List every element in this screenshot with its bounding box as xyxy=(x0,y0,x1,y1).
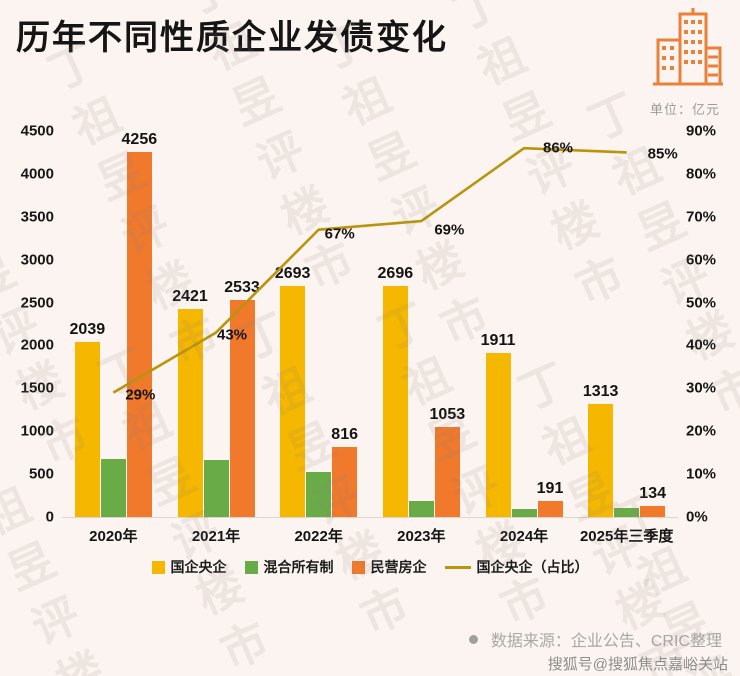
bar-value-label: 1053 xyxy=(429,405,466,423)
bar-private xyxy=(332,447,358,517)
bar-mixed xyxy=(408,500,434,517)
sohu-watermark: 搜狐号@搜狐焦点嘉峪关站 xyxy=(547,656,728,673)
legend-label: 国企央企 xyxy=(170,559,227,575)
bar-soe xyxy=(485,353,511,517)
y-axis-tick-right: 60% xyxy=(686,251,717,269)
bar-soe xyxy=(177,309,203,517)
y-axis-tick-right: 70% xyxy=(686,208,717,226)
x-axis-label: 2021年 xyxy=(191,528,241,545)
page-title: 历年不同性质企业发债变化 xyxy=(16,19,448,57)
line-point-label: 43% xyxy=(216,326,248,344)
x-axis-line xyxy=(62,517,678,518)
legend-swatch xyxy=(351,560,365,574)
bar-private xyxy=(434,426,460,517)
bar-private xyxy=(537,500,563,517)
x-axis-label: 2022年 xyxy=(294,528,343,545)
y-axis-tick-left: 1500 xyxy=(20,379,54,397)
bar-mixed xyxy=(306,471,332,517)
bar-mixed xyxy=(203,460,229,517)
y-axis-tick-left: 2000 xyxy=(20,336,54,354)
bar-soe xyxy=(588,404,614,517)
legend-label: 民营房企 xyxy=(370,559,427,575)
bar-value-label: 1911 xyxy=(480,332,516,350)
legend-label: 混合所有制 xyxy=(263,559,334,575)
y-axis-tick-left: 1000 xyxy=(20,422,54,440)
chart-legend: 国企央企 混合所有制 民营房企 国企央企（占比） xyxy=(0,557,740,577)
legend-item-soe: 国企央企 xyxy=(151,557,227,577)
line-point-label: 69% xyxy=(434,221,465,239)
bar-value-label: 2533 xyxy=(224,278,260,296)
bar-mixed xyxy=(100,458,126,517)
y-axis-tick-right: 20% xyxy=(686,422,717,440)
bar-value-label: 2696 xyxy=(377,264,414,282)
y-axis-tick-right: 40% xyxy=(686,336,717,354)
y-axis-tick-right: 90% xyxy=(686,122,717,140)
city-buildings-icon xyxy=(653,8,723,86)
source-row: 数据来源：企业公告、CRIC整理 xyxy=(468,627,722,651)
y-axis-tick-right: 80% xyxy=(686,165,717,183)
y-axis-tick-right: 0% xyxy=(686,508,708,526)
y-axis-tick-left: 3500 xyxy=(20,208,54,226)
legend-item-mixed: 混合所有制 xyxy=(244,557,334,577)
bar-mixed xyxy=(511,509,537,517)
bar-value-label: 2039 xyxy=(69,321,106,339)
x-axis-label: 2025年三季度 xyxy=(579,528,674,545)
legend-swatch xyxy=(244,560,258,574)
line-point-label: 29% xyxy=(125,386,156,404)
bar-value-label: 816 xyxy=(331,426,358,443)
x-axis-label: 2023年 xyxy=(397,528,446,545)
x-axis-label: 2024年 xyxy=(499,528,549,545)
y-axis-tick-right: 10% xyxy=(686,465,717,483)
line-point-label: 86% xyxy=(542,139,574,157)
y-axis-tick-right: 30% xyxy=(686,379,717,397)
legend-line-swatch xyxy=(444,565,471,569)
bar-private xyxy=(640,505,666,517)
bar-mixed xyxy=(614,507,640,517)
bar-soe xyxy=(382,285,408,517)
line-point-label: 85% xyxy=(647,145,678,163)
source-text: 数据来源：企业公告、CRIC整理 xyxy=(490,633,722,650)
x-axis-label: 2020年 xyxy=(89,528,138,545)
bar-soe xyxy=(280,286,306,517)
dot-icon xyxy=(468,634,478,644)
bar-value-label: 4256 xyxy=(121,130,158,148)
legend-item-private: 民营房企 xyxy=(351,557,427,577)
y-axis-tick-left: 3000 xyxy=(20,251,54,269)
bar-value-label: 134 xyxy=(639,484,666,502)
bar-value-label: 191 xyxy=(536,479,564,497)
bar-private xyxy=(126,151,152,517)
legend-swatch xyxy=(151,560,165,574)
unit-label: 单位：亿元 xyxy=(649,102,720,117)
y-axis-tick-right: 50% xyxy=(686,294,717,312)
line-point-label: 67% xyxy=(324,225,355,243)
y-axis-tick-left: 500 xyxy=(28,465,54,483)
y-axis-tick-left: 2500 xyxy=(20,294,54,312)
bar-soe xyxy=(74,342,100,517)
y-axis-tick-left: 4500 xyxy=(20,122,54,140)
y-axis-tick-left: 0 xyxy=(45,508,54,526)
legend-item-ratio: 国企央企（占比） xyxy=(444,557,589,577)
legend-label: 国企央企（占比） xyxy=(476,559,589,575)
bar-value-label: 1313 xyxy=(582,383,619,401)
y-axis-tick-left: 4000 xyxy=(20,165,54,183)
